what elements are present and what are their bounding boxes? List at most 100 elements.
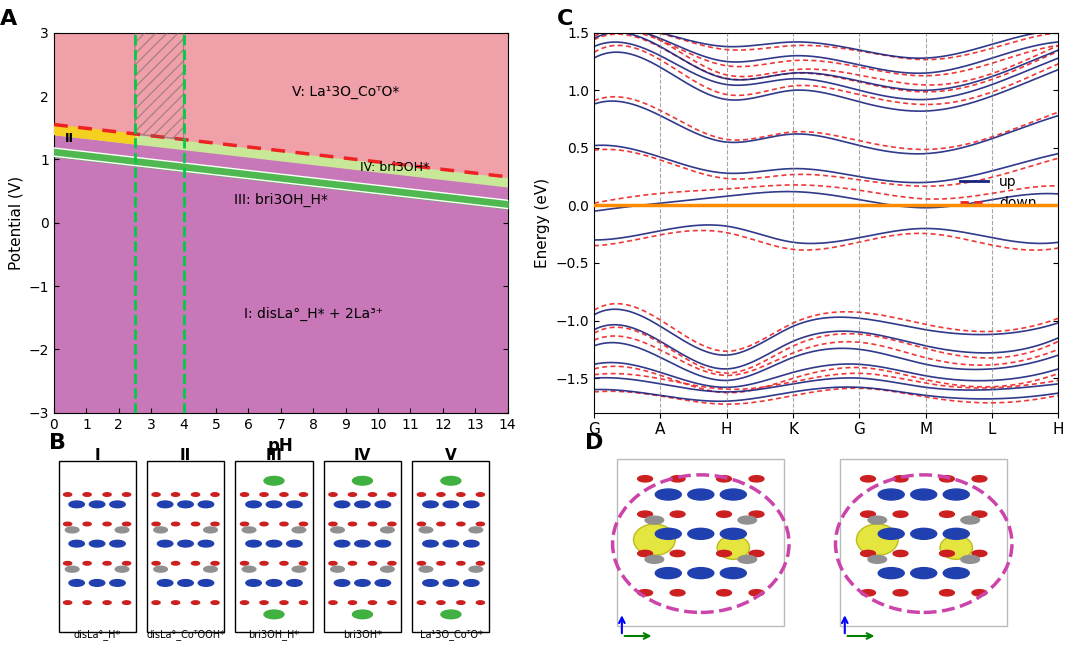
- Circle shape: [83, 493, 91, 496]
- Circle shape: [637, 511, 652, 517]
- Circle shape: [153, 566, 167, 572]
- Circle shape: [861, 476, 876, 482]
- Circle shape: [204, 566, 217, 572]
- Circle shape: [738, 516, 756, 524]
- Circle shape: [329, 601, 337, 605]
- Circle shape: [172, 522, 179, 526]
- Circle shape: [940, 511, 955, 517]
- Text: C: C: [557, 9, 573, 29]
- Circle shape: [417, 522, 426, 526]
- Circle shape: [90, 580, 105, 586]
- Circle shape: [280, 601, 288, 605]
- Circle shape: [388, 493, 396, 496]
- Text: disLa°_CoᵀOOH*: disLa°_CoᵀOOH*: [146, 629, 225, 640]
- Circle shape: [750, 476, 764, 482]
- Circle shape: [204, 527, 217, 533]
- Circle shape: [199, 501, 214, 508]
- Circle shape: [893, 511, 908, 517]
- Circle shape: [720, 489, 746, 500]
- Circle shape: [122, 493, 131, 496]
- Circle shape: [103, 493, 111, 496]
- Circle shape: [335, 501, 350, 508]
- Circle shape: [671, 550, 685, 557]
- Circle shape: [943, 568, 969, 578]
- Circle shape: [463, 501, 480, 508]
- Text: D: D: [584, 434, 603, 453]
- Circle shape: [380, 527, 394, 533]
- Circle shape: [330, 527, 345, 533]
- Circle shape: [69, 501, 84, 508]
- Circle shape: [90, 501, 105, 508]
- Circle shape: [152, 561, 160, 565]
- Text: A: A: [0, 9, 17, 29]
- Circle shape: [116, 566, 129, 572]
- Circle shape: [286, 501, 302, 508]
- Circle shape: [354, 540, 370, 547]
- Circle shape: [436, 522, 445, 526]
- Circle shape: [246, 540, 261, 547]
- Circle shape: [211, 493, 219, 496]
- Circle shape: [69, 540, 84, 547]
- Circle shape: [368, 601, 377, 605]
- Ellipse shape: [940, 536, 972, 559]
- Circle shape: [211, 561, 219, 565]
- Circle shape: [354, 580, 370, 586]
- Circle shape: [637, 550, 652, 557]
- Y-axis label: Energy (eV): Energy (eV): [535, 178, 550, 268]
- Text: bri3OH*: bri3OH*: [343, 630, 382, 640]
- Circle shape: [972, 476, 987, 482]
- Circle shape: [861, 511, 876, 517]
- Circle shape: [417, 561, 426, 565]
- Circle shape: [476, 601, 485, 605]
- Circle shape: [419, 527, 433, 533]
- Circle shape: [717, 550, 731, 557]
- Circle shape: [329, 522, 337, 526]
- Circle shape: [292, 527, 306, 533]
- Circle shape: [868, 516, 887, 524]
- Circle shape: [280, 493, 288, 496]
- Circle shape: [260, 493, 268, 496]
- Circle shape: [750, 511, 764, 517]
- Bar: [618, 459, 784, 626]
- Text: La¹3O_CoᵀO*: La¹3O_CoᵀO*: [419, 629, 483, 640]
- Circle shape: [441, 476, 461, 485]
- Circle shape: [388, 601, 396, 605]
- Text: B: B: [50, 434, 67, 453]
- Circle shape: [335, 540, 350, 547]
- Circle shape: [191, 561, 200, 565]
- Circle shape: [878, 489, 904, 500]
- Circle shape: [878, 568, 904, 578]
- Circle shape: [443, 501, 459, 508]
- Bar: [324, 461, 401, 632]
- Circle shape: [893, 550, 908, 557]
- Circle shape: [417, 601, 426, 605]
- Circle shape: [158, 540, 173, 547]
- Circle shape: [286, 580, 302, 586]
- Circle shape: [178, 540, 193, 547]
- Text: I: disLa°_H* + 2La³⁺: I: disLa°_H* + 2La³⁺: [244, 307, 382, 321]
- Circle shape: [299, 601, 308, 605]
- Circle shape: [280, 561, 288, 565]
- Circle shape: [241, 493, 248, 496]
- Circle shape: [122, 522, 131, 526]
- Ellipse shape: [634, 524, 675, 555]
- Ellipse shape: [856, 524, 899, 555]
- Circle shape: [457, 493, 465, 496]
- Circle shape: [64, 561, 71, 565]
- Bar: [840, 459, 1008, 626]
- Circle shape: [388, 561, 396, 565]
- Circle shape: [329, 561, 337, 565]
- Circle shape: [893, 476, 908, 482]
- Circle shape: [368, 561, 377, 565]
- Circle shape: [637, 590, 652, 596]
- Circle shape: [961, 555, 980, 563]
- Ellipse shape: [717, 536, 750, 559]
- Circle shape: [436, 601, 445, 605]
- Circle shape: [688, 568, 714, 578]
- Text: IV: bri3OH*: IV: bri3OH*: [360, 160, 429, 174]
- Circle shape: [961, 516, 980, 524]
- Circle shape: [940, 550, 955, 557]
- Circle shape: [83, 522, 91, 526]
- Circle shape: [368, 493, 377, 496]
- Text: V: La¹3O_CoᵀO*: V: La¹3O_CoᵀO*: [292, 85, 400, 99]
